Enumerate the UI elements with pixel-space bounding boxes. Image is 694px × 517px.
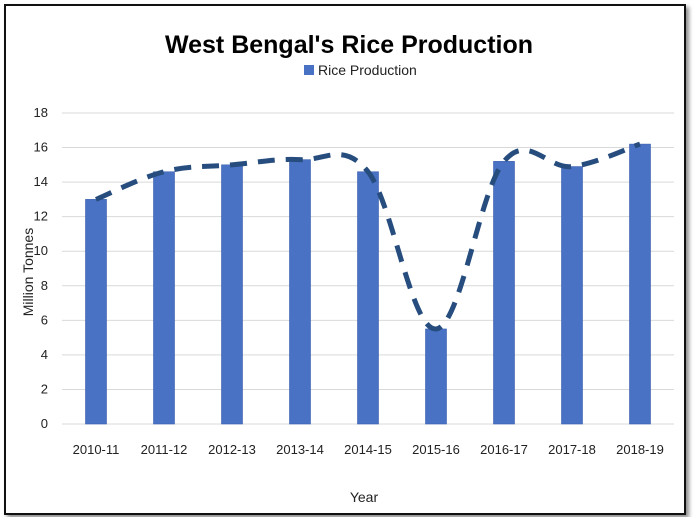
y-axis-ticks: 0 2 4 6 8 10 12 14 16 18 [34,105,48,431]
x-tick-label: 2018-19 [616,442,664,457]
x-tick-label: 2014-15 [344,442,392,457]
bar-2011-12 [153,171,175,425]
y-tick-label: 12 [34,209,48,224]
legend-label-rice-production: Rice Production [318,62,417,78]
bar-2016-17 [493,161,515,425]
trendline-layer [95,141,641,332]
bars [85,143,651,425]
y-tick-label: 4 [41,347,48,362]
bar-2014-15 [357,171,379,425]
bar-2010-11 [85,199,107,425]
x-tick-label: 2016-17 [480,442,528,457]
legend: Rice Production [304,62,417,78]
chart-title: West Bengal's Rice Production [165,31,533,59]
y-tick-label: 2 [41,381,48,396]
bar-2015-16 [425,328,447,425]
legend-swatch-rice-production [304,65,314,75]
x-axis-ticks: 2010-11 2011-12 2012-13 2013-14 2014-15 2015-… [73,442,664,457]
bar-2013-14 [289,159,311,425]
y-tick-label: 6 [41,312,48,327]
rice-production-chart: West Bengal's Rice Production Rice Produ… [20,31,674,505]
y-tick-label: 0 [41,416,48,431]
x-tick-label: 2015-16 [412,442,460,457]
x-tick-label: 2013-14 [276,442,324,457]
y-tick-label: 18 [34,105,48,120]
bar-2017-18 [561,166,583,425]
x-tick-label: 2010-11 [73,442,120,457]
x-tick-label: 2011-12 [141,442,188,457]
y-tick-label: 10 [34,243,48,258]
x-axis-label: Year [350,489,379,505]
y-axis-label: Million Tonnes [20,228,36,316]
y-tick-label: 8 [41,278,48,293]
y-tick-label: 14 [34,174,48,189]
chart-frame: West Bengal's Rice Production Rice Produ… [4,4,686,515]
x-tick-label: 2017-18 [548,442,596,457]
x-tick-label: 2012-13 [208,442,256,457]
bar-2018-19 [629,143,651,425]
y-tick-label: 16 [34,140,48,155]
trendline-rice-production [95,141,641,332]
bar-2012-13 [221,164,243,425]
